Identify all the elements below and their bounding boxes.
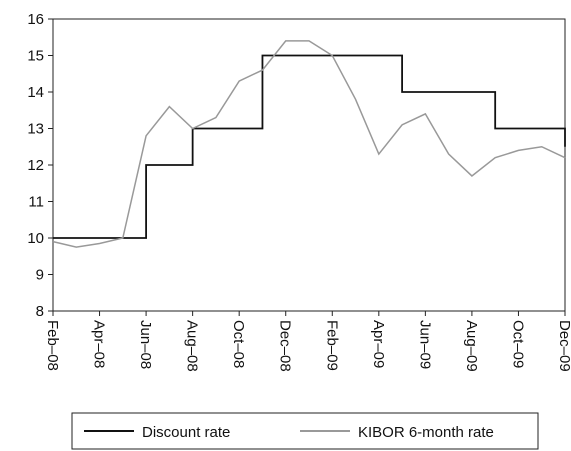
x-tick-label: Jun–09	[416, 320, 433, 369]
x-tick-label: Feb–09	[323, 320, 340, 371]
series-line	[53, 54, 566, 239]
y-tick-label: 11	[28, 194, 44, 211]
y-tick-label: 15	[27, 48, 44, 65]
x-tick-label: Dec–09	[556, 320, 571, 372]
y-tick-label: 14	[27, 84, 44, 101]
plot-frame	[52, 18, 566, 312]
y-tick-label: 12	[27, 157, 44, 174]
y-tick-label: 9	[36, 267, 44, 284]
y-tick-label: 16	[27, 11, 44, 28]
legend-box	[71, 412, 539, 450]
x-tick-label: Aug–09	[463, 320, 480, 372]
x-tick-label: Apr–09	[370, 320, 387, 368]
series-line	[52, 40, 566, 248]
x-tick-label: Apr–08	[91, 320, 108, 368]
x-tick-label: Oct–08	[230, 320, 247, 368]
x-tick-label: Jun–08	[137, 320, 154, 369]
y-tick-label: 13	[27, 121, 44, 138]
y-tick-label: 8	[36, 303, 44, 320]
x-tick-label: Oct–09	[509, 320, 526, 368]
legend-label: KIBOR 6-month rate	[358, 424, 494, 441]
x-tick-label: Aug–08	[184, 320, 201, 372]
x-tick-label: Dec–08	[277, 320, 294, 372]
y-tick-label: 10	[27, 230, 44, 247]
legend-label: Discount rate	[142, 424, 230, 441]
x-tick-label: Feb–08	[44, 320, 61, 371]
